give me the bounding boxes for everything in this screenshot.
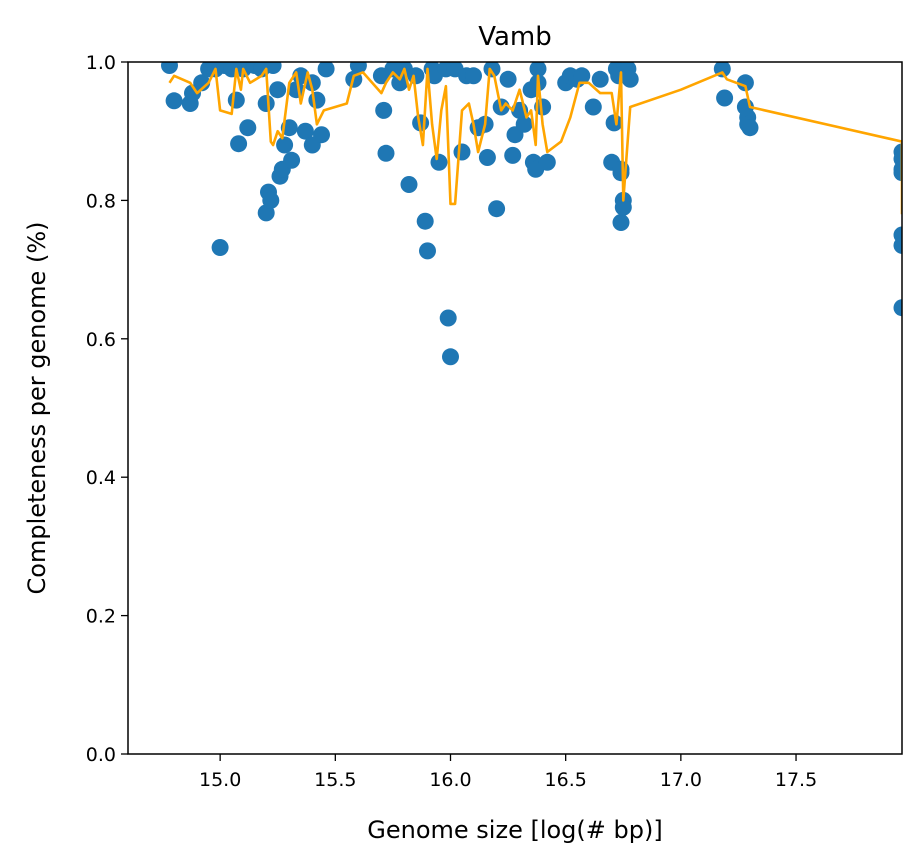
x-tick-label: 15.5 [314,769,356,791]
data-point [893,299,902,317]
data-point [283,151,301,169]
data-point [317,62,335,78]
data-point [419,242,436,260]
x-tick-label: 15.0 [199,769,241,791]
data-point [276,136,294,154]
x-tick-label: 17.5 [775,769,817,791]
data-point [736,74,754,92]
data-point [377,144,395,162]
data-point [308,91,326,109]
data-point [499,70,517,88]
data-point [591,70,609,88]
data-point [442,348,459,366]
data-point [716,89,734,107]
data-point [529,62,547,78]
data-point [893,164,902,182]
data-point [296,122,314,140]
x-axis-label: Genome size [log(# bp)] [367,816,662,844]
data-point [239,119,257,137]
data-point [584,98,602,116]
data-point [269,81,287,99]
data-point [430,153,448,171]
data-point [605,114,623,132]
data-point [621,70,639,88]
data-point [227,91,245,109]
trend-line-layer [168,67,902,215]
data-point [612,214,630,231]
y-tick-label: 0.8 [86,190,116,212]
y-axis: 0.0 0.2 0.4 0.6 0.8 1.0 [86,52,128,766]
data-point [165,92,183,110]
x-tick-label: 17.0 [660,769,702,791]
x-tick-label: 16.5 [545,769,587,791]
data-point [400,176,418,193]
data-point [614,198,632,216]
data-point [538,153,556,171]
plot-frame [127,61,903,755]
data-point [504,146,522,164]
data-point [161,62,178,74]
y-tick-label: 0.2 [86,606,116,628]
chart-title: Vamb [478,22,552,52]
y-tick-label: 0.4 [86,467,116,489]
data-point [416,212,434,230]
data-point [483,62,501,78]
data-point [375,101,393,119]
y-axis-label: Completeness per genome (%) [23,222,51,595]
data-point [488,200,506,218]
y-tick-label: 1.0 [86,52,116,74]
trend-line [168,67,902,215]
data-point [230,135,248,153]
data-point [407,67,425,85]
data-point [262,191,280,209]
data-point [349,62,367,74]
data-point [465,67,482,85]
data-point [515,115,533,133]
data-point [453,143,471,161]
x-tick-label: 16.0 [429,769,471,791]
data-point [313,126,330,144]
y-tick-label: 0.6 [86,329,116,351]
data-point [257,95,275,112]
data-point [264,62,282,74]
data-point [391,74,409,92]
x-axis: 15.0 15.5 16.0 16.5 17.0 17.5 [199,754,817,791]
data-point [573,67,591,85]
data-point [211,239,229,256]
data-point [439,309,457,327]
data-point [193,74,211,92]
data-point [741,119,759,137]
y-tick-label: 0.0 [86,744,116,766]
data-point [893,236,902,254]
data-point [478,149,496,166]
